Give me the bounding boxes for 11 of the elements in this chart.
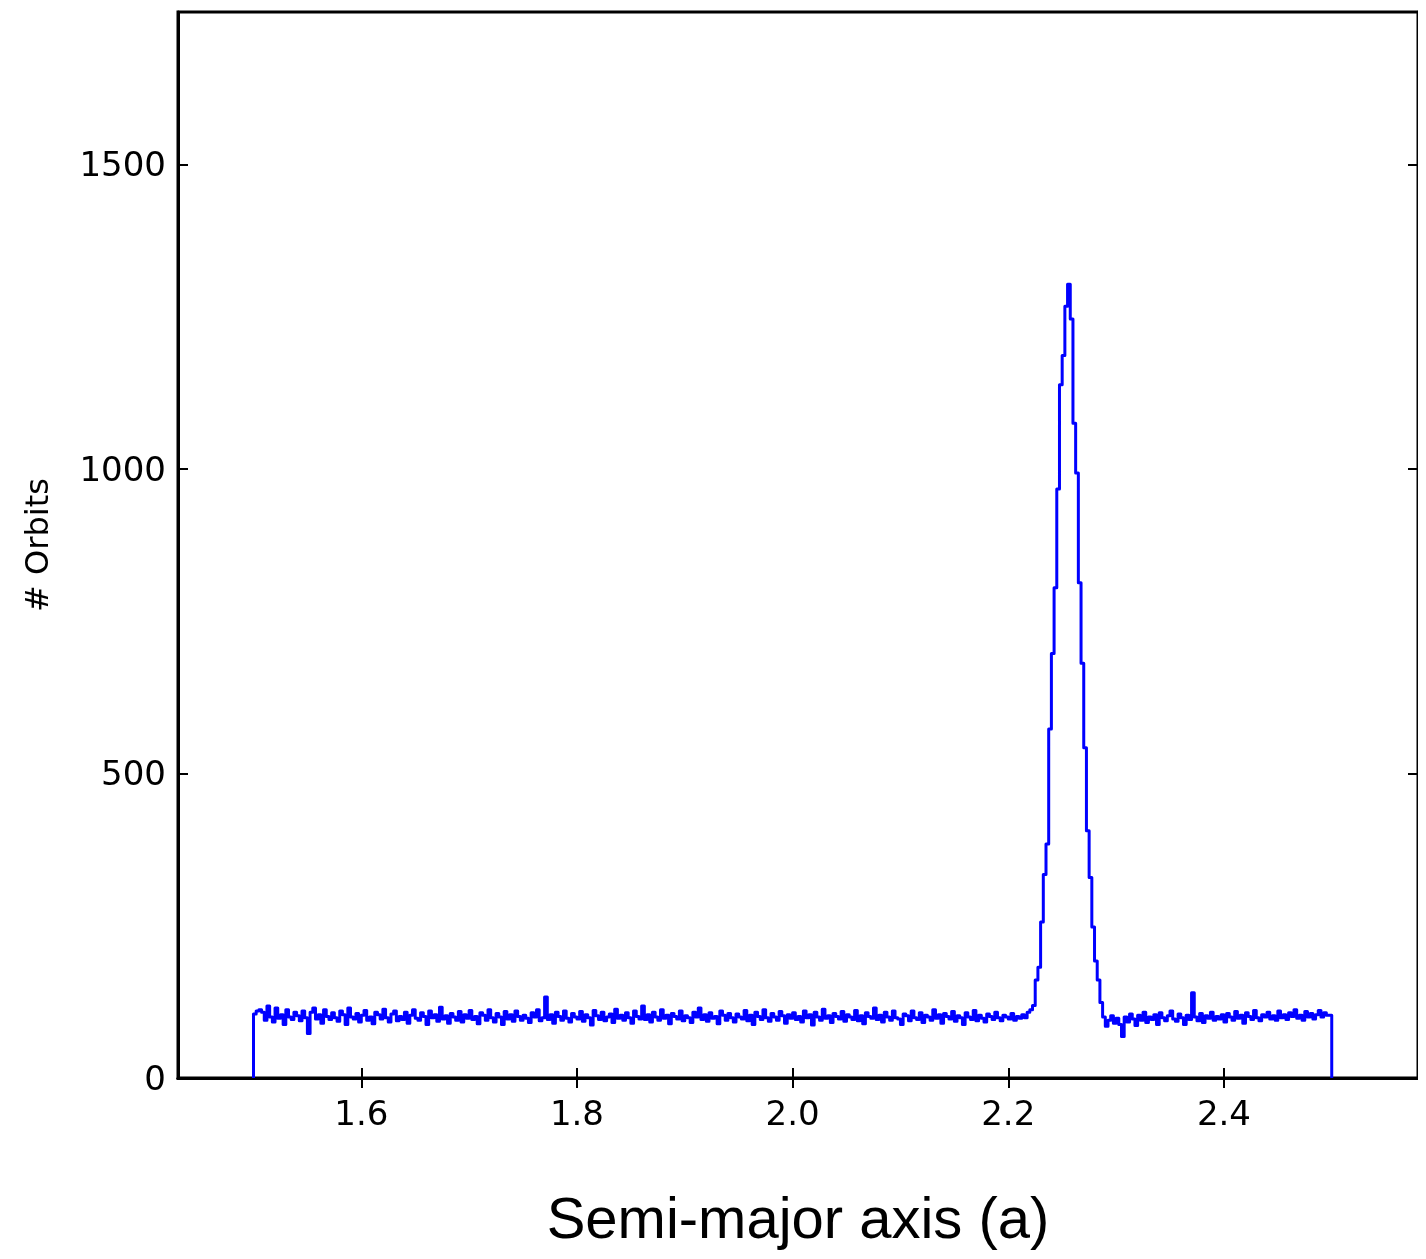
x-tick-label: 1.6 xyxy=(334,1093,389,1133)
y-tick-label: 1000 xyxy=(79,448,166,489)
x-tick-label: 2.0 xyxy=(765,1093,820,1133)
y-tick-label: 500 xyxy=(101,753,166,794)
y-axis-title: # Orbits xyxy=(18,478,56,612)
y-tick-label: 0 xyxy=(144,1058,166,1098)
x-tick-label: 2.2 xyxy=(981,1093,1036,1133)
x-tick-label: 2.4 xyxy=(1196,1093,1251,1133)
x-tick-label: 1.8 xyxy=(549,1093,604,1133)
x-axis-title: Semi-major axis (a) xyxy=(546,1184,1050,1250)
y-tick-label: 1500 xyxy=(79,144,166,185)
